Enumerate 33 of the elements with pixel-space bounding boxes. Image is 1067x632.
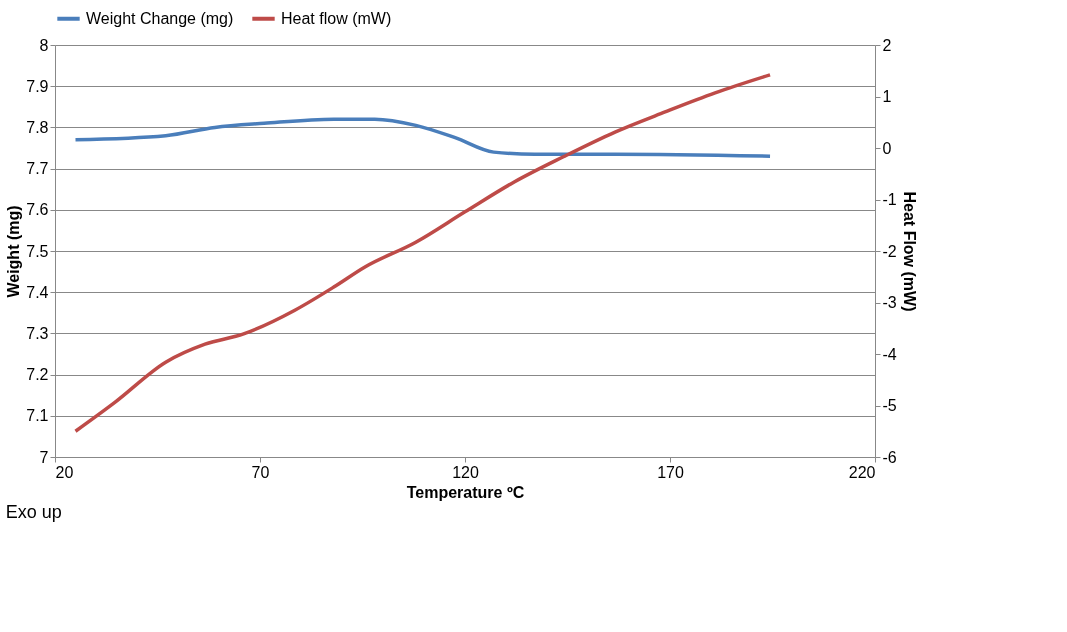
y-tick-label: 7.8 <box>26 118 49 136</box>
y-tick-label: 7.6 <box>26 201 49 219</box>
y-axis-title: Weight (mg) <box>5 205 23 298</box>
legend-label: Heat flow (mW) <box>281 9 392 27</box>
x-tick-label: 120 <box>452 463 479 481</box>
y2-tick-label: 1 <box>882 88 892 105</box>
y-tick-label: 7.4 <box>26 283 49 301</box>
y-tick-label: 7.5 <box>26 242 49 260</box>
y-tick-label: 7.1 <box>26 407 49 425</box>
x-tick-label: 70 <box>251 463 270 481</box>
y-tick-label: 8 <box>39 36 49 54</box>
x-tick-label: 20 <box>55 463 74 481</box>
x-axis-title: Temperature ºC <box>406 483 525 501</box>
x-tick-label: 220 <box>848 463 876 481</box>
y2-tick-label: -4 <box>882 345 897 363</box>
y2-tick-label: -2 <box>882 242 897 260</box>
line-series <box>73 117 772 158</box>
y2-tick-label: -6 <box>882 448 897 466</box>
y-tick-label: 7 <box>39 448 49 466</box>
y2-tick-label: 0 <box>882 139 892 157</box>
y-tick-label: 7.3 <box>26 324 49 342</box>
y2-tick-label: -5 <box>882 397 897 414</box>
text: Exo up <box>5 502 62 522</box>
y-tick-label: 7.7 <box>26 160 49 178</box>
line-series <box>73 73 772 433</box>
legend-label: Weight Change (mg) <box>86 9 234 27</box>
y2-tick-label: -1 <box>882 191 897 208</box>
y-tick-label: 7.2 <box>26 366 49 384</box>
y-tick-label: 7.9 <box>26 77 49 95</box>
y2-axis-title: Heat Flow (mW) <box>900 191 918 312</box>
y2-tick-label: 2 <box>882 36 892 54</box>
y2-tick-label: -3 <box>882 294 897 311</box>
x-tick-label: 170 <box>657 463 684 481</box>
